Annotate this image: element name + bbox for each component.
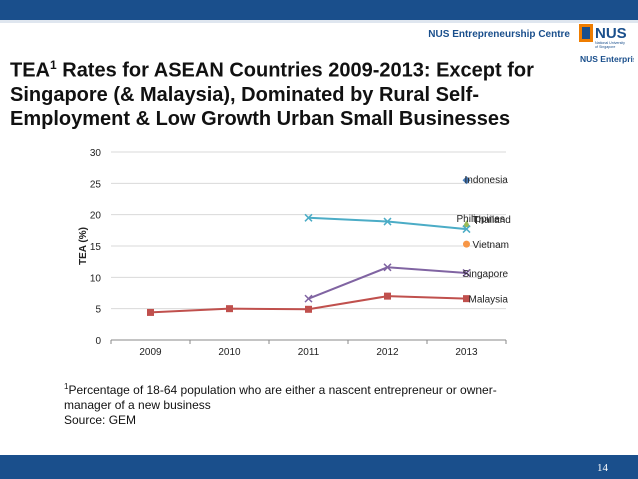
series-label: Philippines	[457, 214, 505, 225]
data-point	[226, 305, 233, 313]
data-point	[463, 240, 470, 248]
series-label: Thailand	[473, 215, 511, 226]
title-prefix: TEA	[10, 59, 50, 82]
data-point	[305, 305, 312, 313]
source-label: Source: GEM	[64, 413, 137, 427]
x-tick-label: 2010	[218, 347, 241, 358]
y-tick-label: 5	[95, 305, 101, 316]
y-tick-label: 20	[90, 211, 102, 222]
footnote-definition: 1Percentage of 18-64 population who are …	[64, 379, 534, 413]
y-tick-label: 25	[90, 179, 102, 190]
series-line	[308, 216, 467, 231]
data-point	[384, 292, 391, 300]
series-label: Malaysia	[469, 295, 509, 306]
nus-logo: NUS National University of Singapore NUS…	[579, 24, 634, 64]
centre-label: NUS Entrepreneurship Centre	[428, 29, 570, 40]
y-tick-label: 10	[90, 273, 102, 284]
tea-line-chart: 0 5 10 15 20 25 30 2009 2010 2011 2012 2013 TEA (%) I…	[78, 148, 511, 358]
y-axis-label: TEA (%)	[78, 227, 89, 265]
data-point	[462, 176, 471, 185]
x-tick-label: 2012	[376, 347, 399, 358]
series-label: Indonesia	[465, 175, 509, 186]
page-number: 14	[597, 462, 608, 474]
slide-title: TEA1 Rates for ASEAN Countries 2009-2013…	[10, 53, 570, 131]
y-tick-label: 0	[95, 336, 101, 347]
data-point	[463, 295, 470, 303]
x-tick-label: 2011	[298, 347, 320, 358]
title-footnote-marker: 1	[50, 58, 57, 72]
data-point	[462, 225, 471, 234]
data-point	[304, 294, 313, 303]
x-tick-label: 2013	[455, 347, 478, 358]
footnote: 1Percentage of 18-64 population who are …	[64, 379, 534, 428]
y-tick-label: 15	[90, 242, 102, 253]
data-point	[383, 217, 392, 226]
logo-main-text: NUS	[595, 25, 627, 42]
series-label: Vietnam	[473, 240, 510, 251]
bottom-banner	[0, 455, 638, 479]
top-banner	[0, 0, 638, 20]
y-tick-label: 30	[90, 148, 102, 159]
data-point	[383, 263, 392, 272]
footnote-marker: 1	[64, 382, 69, 391]
logo-sub-text-1: National University	[595, 41, 625, 45]
x-tick-label: 2009	[139, 347, 162, 358]
series-label: Singapore	[463, 269, 509, 280]
footnote-text: Percentage of 18-64 population who are e…	[64, 383, 497, 412]
data-point	[304, 213, 313, 222]
logo-enterprise-text: NUS Enterprise	[580, 54, 634, 64]
data-point	[462, 220, 471, 228]
data-point	[462, 268, 471, 277]
data-point	[147, 308, 154, 316]
top-banner-stripe	[0, 20, 638, 23]
title-text: Rates for ASEAN Countries 2009-2013: Exc…	[10, 59, 534, 130]
logo-sub-text-2: of Singapore	[595, 45, 615, 49]
